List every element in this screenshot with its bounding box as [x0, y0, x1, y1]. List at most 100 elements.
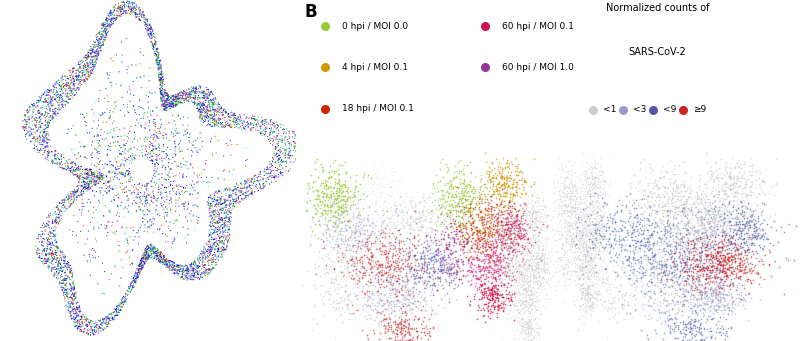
Point — [163, 104, 176, 109]
Point — [378, 229, 390, 234]
Point — [395, 302, 408, 307]
Point — [474, 195, 486, 201]
Point — [581, 167, 594, 173]
Point — [474, 230, 486, 235]
Point — [407, 292, 420, 297]
Point — [170, 99, 182, 104]
Point — [350, 217, 363, 223]
Point — [493, 181, 506, 186]
Point — [259, 117, 272, 122]
Point — [689, 266, 702, 272]
Point — [358, 244, 370, 249]
Point — [677, 337, 690, 341]
Point — [56, 166, 69, 172]
Point — [618, 292, 630, 298]
Point — [502, 179, 515, 184]
Point — [109, 313, 122, 318]
Point — [410, 303, 422, 309]
Point — [106, 83, 118, 89]
Point — [704, 269, 717, 275]
Point — [496, 232, 509, 237]
Point — [403, 296, 416, 302]
Point — [440, 246, 453, 251]
Point — [460, 197, 473, 203]
Point — [587, 185, 600, 191]
Point — [532, 196, 545, 201]
Point — [398, 317, 411, 322]
Point — [582, 258, 594, 264]
Point — [330, 226, 342, 232]
Point — [445, 229, 458, 235]
Point — [692, 279, 705, 284]
Point — [73, 304, 86, 309]
Point — [584, 257, 597, 263]
Point — [521, 337, 534, 341]
Point — [210, 113, 222, 118]
Point — [353, 196, 366, 202]
Point — [407, 266, 420, 271]
Point — [626, 203, 638, 208]
Point — [592, 192, 605, 198]
Point — [738, 296, 750, 302]
Point — [47, 84, 60, 89]
Point — [108, 133, 121, 139]
Point — [128, 1, 141, 6]
Point — [566, 188, 578, 193]
Point — [504, 214, 517, 220]
Point — [206, 218, 219, 224]
Point — [210, 150, 222, 156]
Point — [499, 183, 512, 189]
Point — [647, 190, 660, 196]
Point — [63, 269, 76, 275]
Point — [46, 240, 59, 245]
Point — [219, 212, 232, 218]
Point — [70, 312, 83, 318]
Point — [426, 264, 439, 270]
Point — [107, 177, 120, 182]
Point — [202, 257, 214, 263]
Point — [653, 218, 666, 224]
Point — [153, 78, 166, 84]
Point — [454, 253, 466, 258]
Point — [102, 319, 115, 325]
Point — [678, 328, 691, 333]
Point — [467, 293, 480, 299]
Point — [373, 181, 386, 186]
Point — [527, 272, 540, 278]
Point — [687, 238, 700, 244]
Point — [657, 249, 670, 254]
Point — [664, 329, 677, 335]
Point — [489, 294, 502, 299]
Point — [740, 192, 753, 198]
Point — [502, 251, 514, 257]
Point — [658, 281, 671, 286]
Point — [595, 242, 608, 248]
Point — [717, 238, 730, 243]
Point — [331, 241, 344, 247]
Point — [198, 262, 210, 268]
Point — [37, 91, 50, 97]
Point — [534, 325, 547, 331]
Point — [78, 78, 91, 84]
Point — [204, 105, 217, 111]
Point — [171, 272, 184, 278]
Point — [389, 178, 402, 183]
Point — [328, 241, 341, 247]
Point — [244, 120, 257, 125]
Point — [572, 235, 585, 240]
Point — [502, 234, 515, 240]
Point — [641, 216, 654, 221]
Point — [562, 223, 575, 228]
Point — [594, 208, 606, 214]
Point — [336, 183, 349, 189]
Point — [207, 243, 220, 249]
Point — [701, 252, 714, 257]
Point — [214, 215, 226, 221]
Point — [202, 268, 215, 273]
Point — [638, 269, 650, 275]
Point — [452, 168, 465, 174]
Point — [360, 265, 373, 270]
Point — [98, 269, 111, 274]
Point — [460, 225, 473, 230]
Point — [429, 219, 442, 224]
